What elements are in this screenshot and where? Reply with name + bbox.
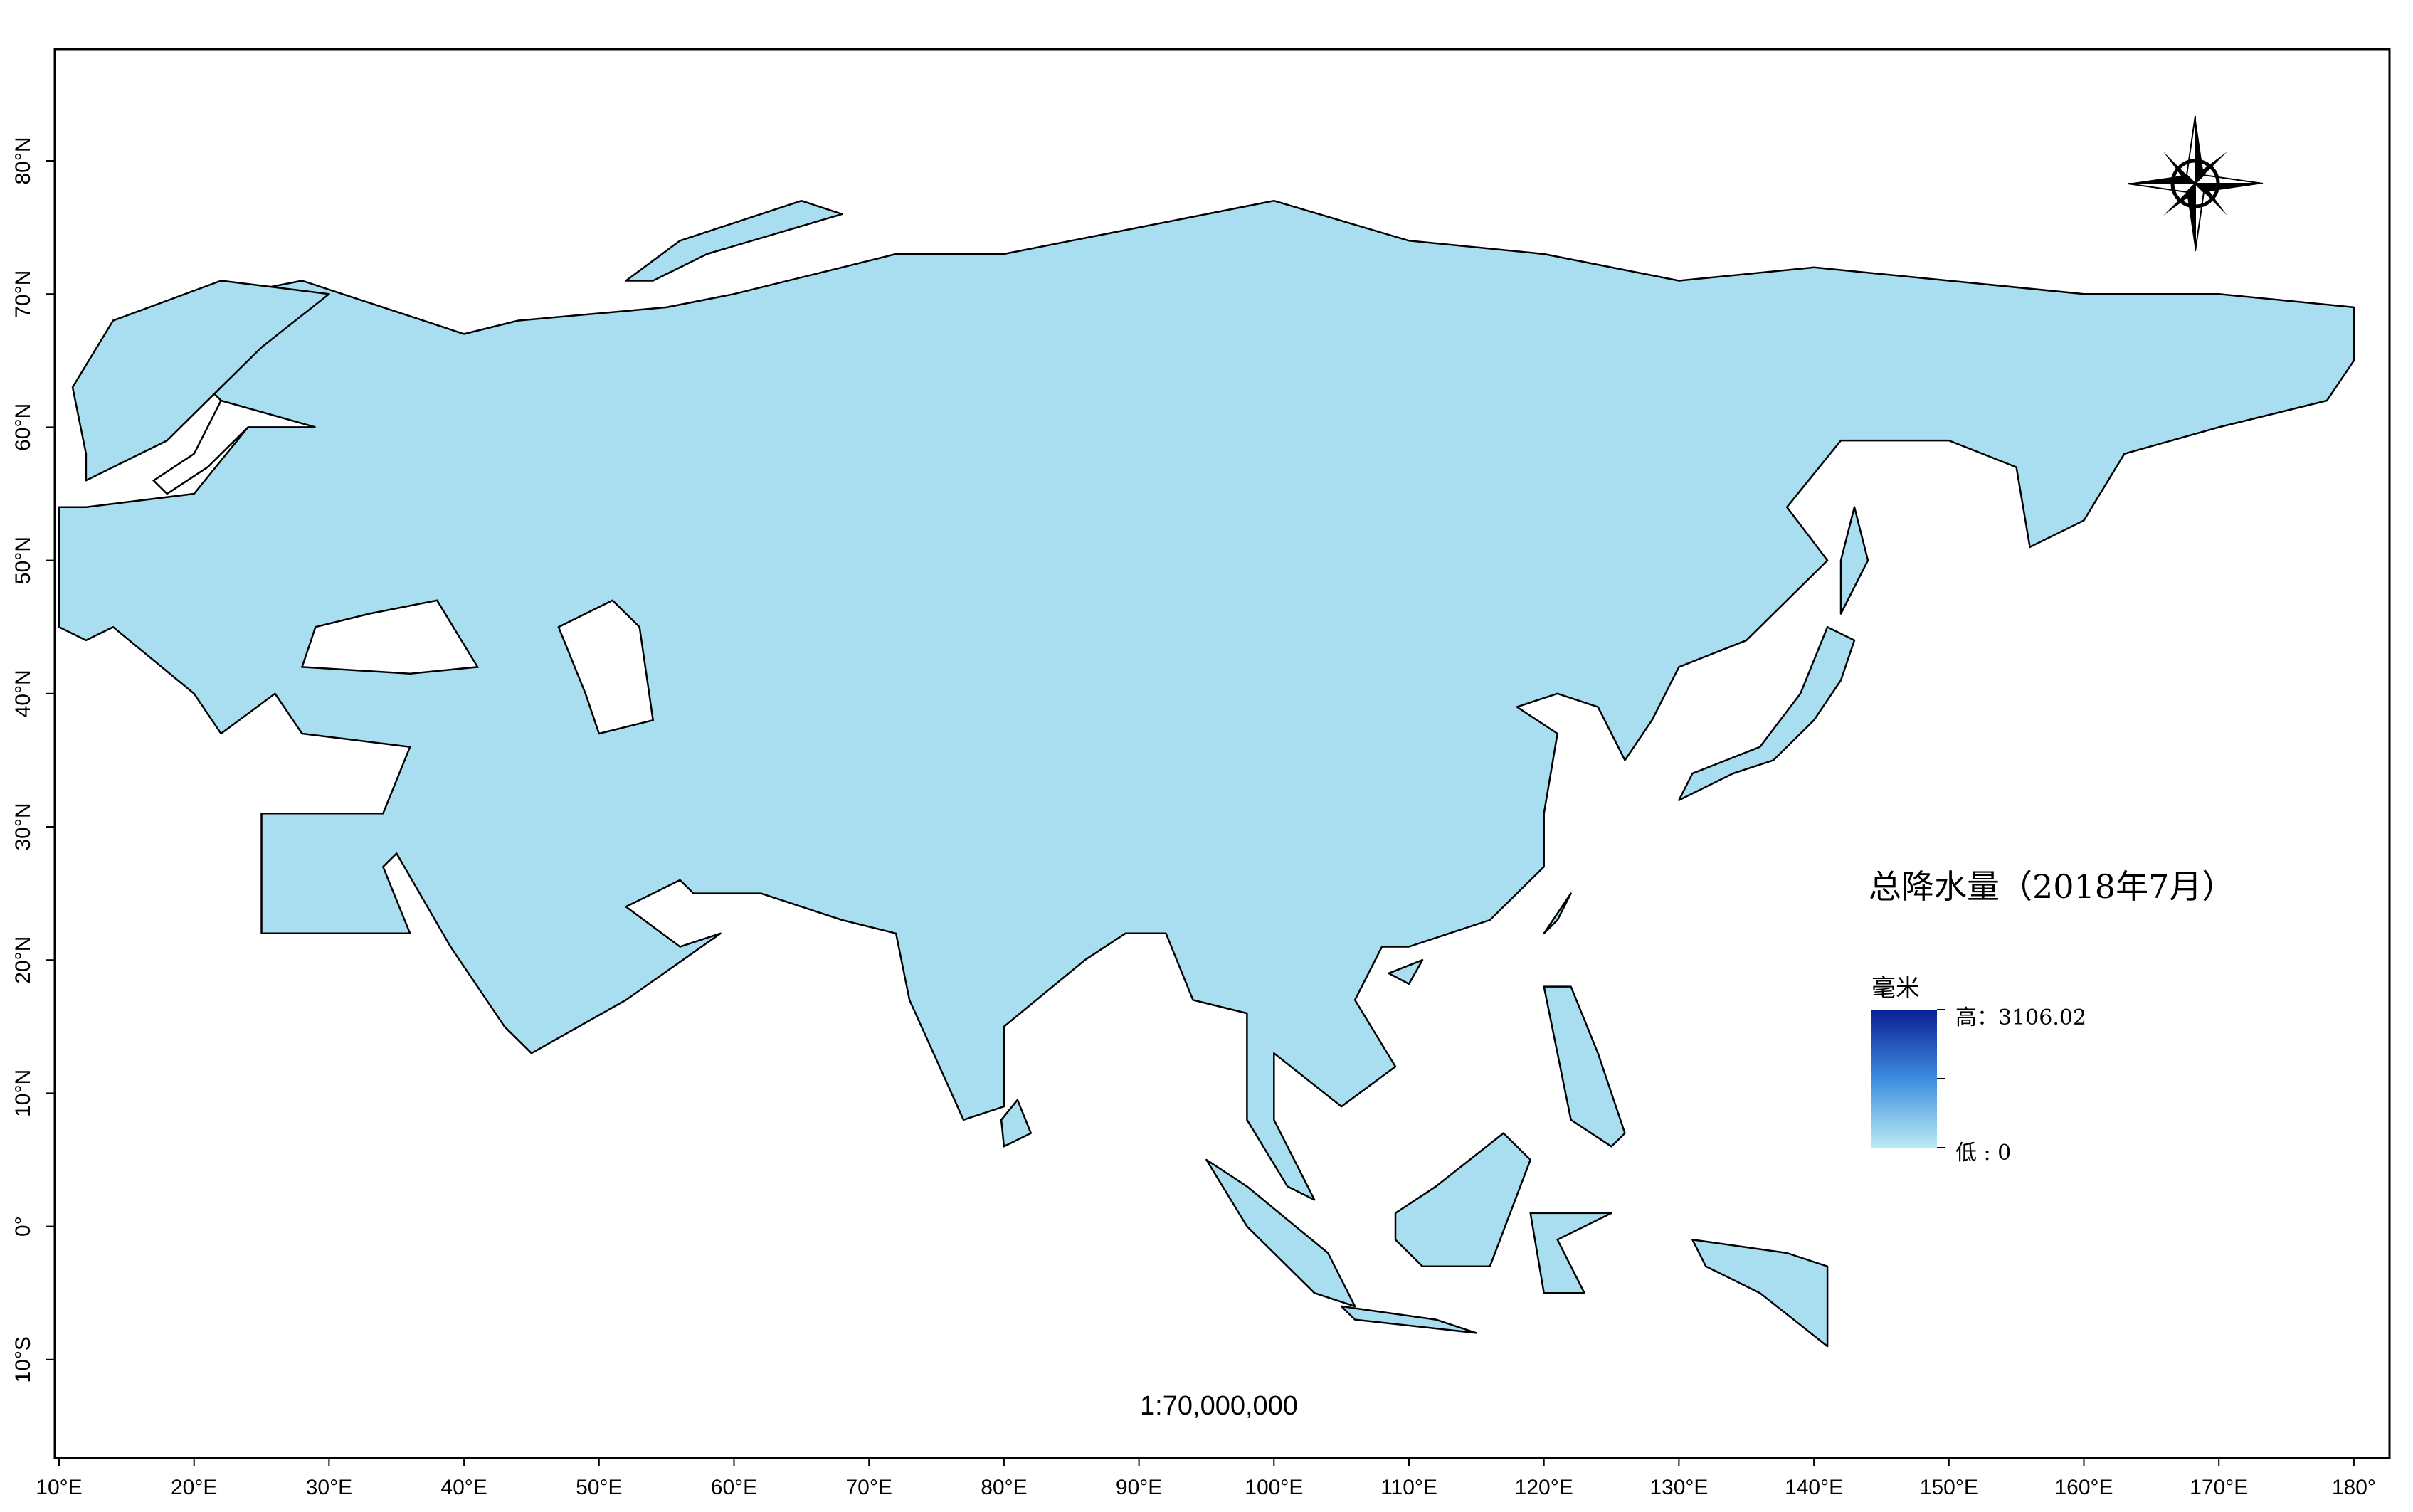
sea [300, 599, 480, 675]
x-tick-label: 90°E [1116, 1476, 1162, 1499]
landmass [1000, 1099, 1033, 1148]
legend-title: 毫米 [1871, 974, 1920, 1003]
landmass [1529, 1212, 1612, 1294]
legend-ramp [1871, 1010, 1937, 1148]
x-tick-label: 110°E [1380, 1476, 1437, 1499]
x-tick-label: 50°E [576, 1476, 622, 1499]
north-arrow [2127, 115, 2264, 252]
inland-water [152, 399, 655, 735]
landmass [71, 280, 330, 482]
x-tick-label: 40°E [440, 1476, 487, 1499]
x-tick-label: 100°E [1245, 1476, 1303, 1499]
landmass [1691, 1239, 1829, 1348]
x-tick-label: 20°E [171, 1476, 217, 1499]
x-tick-label: 150°E [1920, 1476, 1978, 1499]
x-tick-label: 160°E [2054, 1476, 2113, 1499]
y-tick-label: 20°N [11, 936, 35, 984]
y-tick-label: 80°N [11, 137, 35, 184]
landmass [58, 199, 2355, 1201]
landmass [1394, 1132, 1531, 1268]
legend-high: 高：3106.02 [1955, 1005, 2086, 1030]
x-tick-label: 80°E [981, 1476, 1027, 1499]
y-tick-label: 10°S [11, 1336, 35, 1383]
y-tick-label: 60°N [11, 403, 35, 451]
landmass [1205, 1158, 1356, 1308]
x-tick-label: 120°E [1515, 1476, 1573, 1499]
sea [152, 399, 316, 495]
landmass [1543, 985, 1626, 1148]
x-tick-label: 30°E [306, 1476, 352, 1499]
land [58, 199, 2355, 1348]
landmass [1543, 892, 1572, 935]
y-tick-label: 0° [11, 1216, 35, 1237]
axes: 10°E 20°E 30°E 40°E 50°E 60°E 70°E 80°E 90°E 100°… [11, 137, 2376, 1499]
landmass [1388, 958, 1424, 985]
landmass [1340, 1305, 1478, 1334]
landmass [1678, 625, 1856, 801]
y-tick-label: 30°N [11, 803, 35, 850]
y-tick-label: 70°N [11, 270, 35, 318]
x-tick-label: 70°E [846, 1476, 892, 1499]
x-tick-label: 170°E [2190, 1476, 2248, 1499]
x-tick-label: 130°E [1649, 1476, 1708, 1499]
landmass [1839, 506, 1869, 615]
y-tick-label: 50°N [11, 536, 35, 584]
legend-low: 低 : 0 [1955, 1141, 2011, 1165]
y-tick-label: 10°N [11, 1069, 35, 1117]
sea [557, 599, 655, 735]
scale-text: 1:70,000,000 [1140, 1391, 1298, 1421]
y-tick-label: 40°N [11, 670, 35, 717]
x-tick-label: 140°E [1785, 1476, 1843, 1499]
x-tick-label: 10°E [36, 1476, 82, 1499]
map-title: 总降水量（2018年7月） [1869, 867, 2234, 906]
x-tick-label: 60°E [711, 1476, 757, 1499]
landmass [625, 199, 843, 282]
x-tick-label: 180° [2332, 1476, 2376, 1499]
